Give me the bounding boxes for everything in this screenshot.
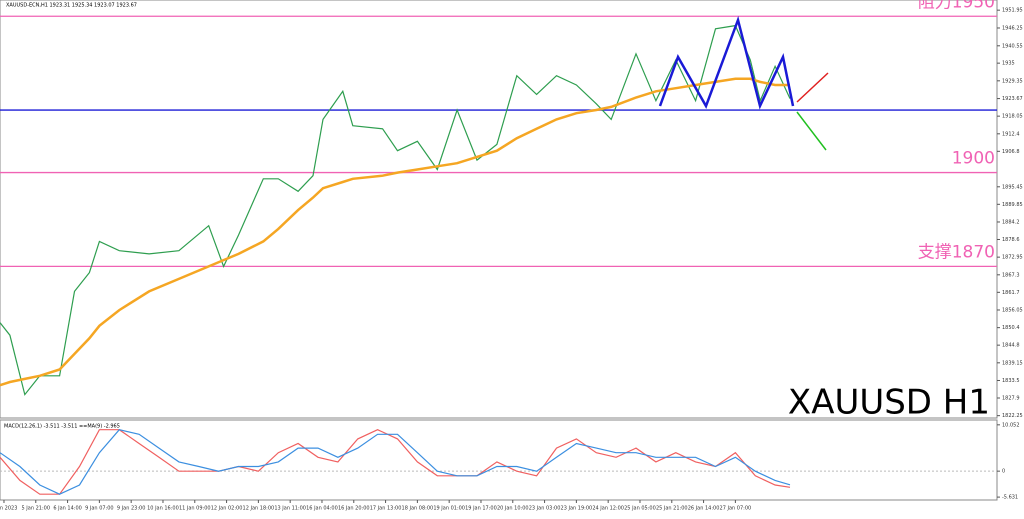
y-tick-label: 1839.15 [1002,360,1023,366]
y-tick-label: 1889.85 [1002,202,1023,208]
x-tick-label: 17 Jan 13:00 [370,506,402,512]
x-tick-label: 24 Jan 12:00 [592,506,624,512]
x-tick-label: 16 Jan 20:00 [338,506,370,512]
x-tick-label: 18 Jan 08:00 [402,506,434,512]
y-tick-label: 1946.25 [1002,25,1023,31]
series-line [0,429,791,495]
x-tick-label: 10 Jan 16:00 [147,506,179,512]
x-tick-label: 16 Jan 04:00 [306,506,338,512]
x-tick-label: 20 Jan 10:00 [497,506,529,512]
x-tick-label: 19 Jan 01:00 [433,506,465,512]
x-tick-label: 19 Jan 17:00 [465,506,497,512]
x-tick-label: 23 Jan 19:00 [561,506,593,512]
level-label: 支撑1870 [918,242,995,262]
x-tick-label: 9 Jan 23:00 [117,506,145,512]
up-arrow [796,72,829,103]
y-tick-label: 1918.05 [1002,114,1023,120]
y-tick-label: 10.052 [1002,422,1020,428]
y-tick-label: 1827.9 [1002,395,1020,401]
y-tick-label: 1895.45 [1002,184,1023,190]
x-tick-label: 23 Jan 03:00 [529,506,561,512]
price-panel [0,0,998,419]
y-tick-label: 1951.95 [1002,8,1023,14]
y-tick-label: 1867.3 [1002,272,1020,278]
macd-panel [0,419,998,501]
y-tick-label: 1872.95 [1002,255,1023,261]
series-line [0,24,791,396]
x-tick-label: 12 Jan 18:00 [243,506,275,512]
x-tick-label: 25 Jan 21:00 [656,506,688,512]
level-label: 阻力1950 [918,0,995,12]
symbol-annotation: XAUUSD H1 [788,383,990,423]
series-line [0,77,790,387]
macd-title: MACD(12,26,1) -3.511 -3.511 ==MA(9) -2.9… [4,424,120,430]
y-tick-label: 1844.8 [1002,343,1020,349]
x-tick-label: 3 Jan 2023 [0,506,17,512]
x-tick-label: 6 Jan 14:00 [53,506,81,512]
y-tick-label: 1929.35 [1002,78,1023,84]
y-tick-label: 1856.05 [1002,307,1023,313]
y-tick-label: 1940.55 [1002,43,1023,49]
y-tick-label: 1850.4 [1002,325,1020,331]
x-tick-label: 26 Jan 14:00 [688,506,720,512]
x-tick-label: 11 Jan 09:00 [179,506,211,512]
series-line [0,429,791,495]
level-label: 1900 [952,149,995,169]
y-tick-label: 1861.7 [1002,290,1020,296]
y-tick-label: 1935 [1002,61,1015,67]
x-tick-label: 13 Jan 11:00 [274,506,306,512]
x-tick-label: 27 Jan 07:00 [720,506,752,512]
y-tick-label: -5.631 [1002,495,1018,501]
y-tick-label: 1906.8 [1002,149,1020,155]
y-tick-label: 1833.5 [1002,378,1020,384]
pattern-lines [658,15,795,110]
y-tick-label: 1912.4 [1002,131,1020,137]
chart-title: XAUUSD-ECN,H1 1923.31 1925.34 1923.07 19… [6,3,137,9]
x-tick-label: 25 Jan 05:00 [624,506,656,512]
x-tick-label: 12 Jan 02:00 [211,506,243,512]
y-tick-label: 1822.25 [1002,413,1023,419]
y-tick-label: 0 [1002,469,1005,475]
x-tick-label: 9 Jan 07:00 [85,506,113,512]
y-tick-label: 1884.2 [1002,219,1020,225]
x-tick-label: 5 Jan 21:00 [22,506,50,512]
y-tick-label: 1878.6 [1002,237,1020,243]
y-tick-label: 1923.67 [1002,96,1023,102]
down-arrow [796,111,827,151]
